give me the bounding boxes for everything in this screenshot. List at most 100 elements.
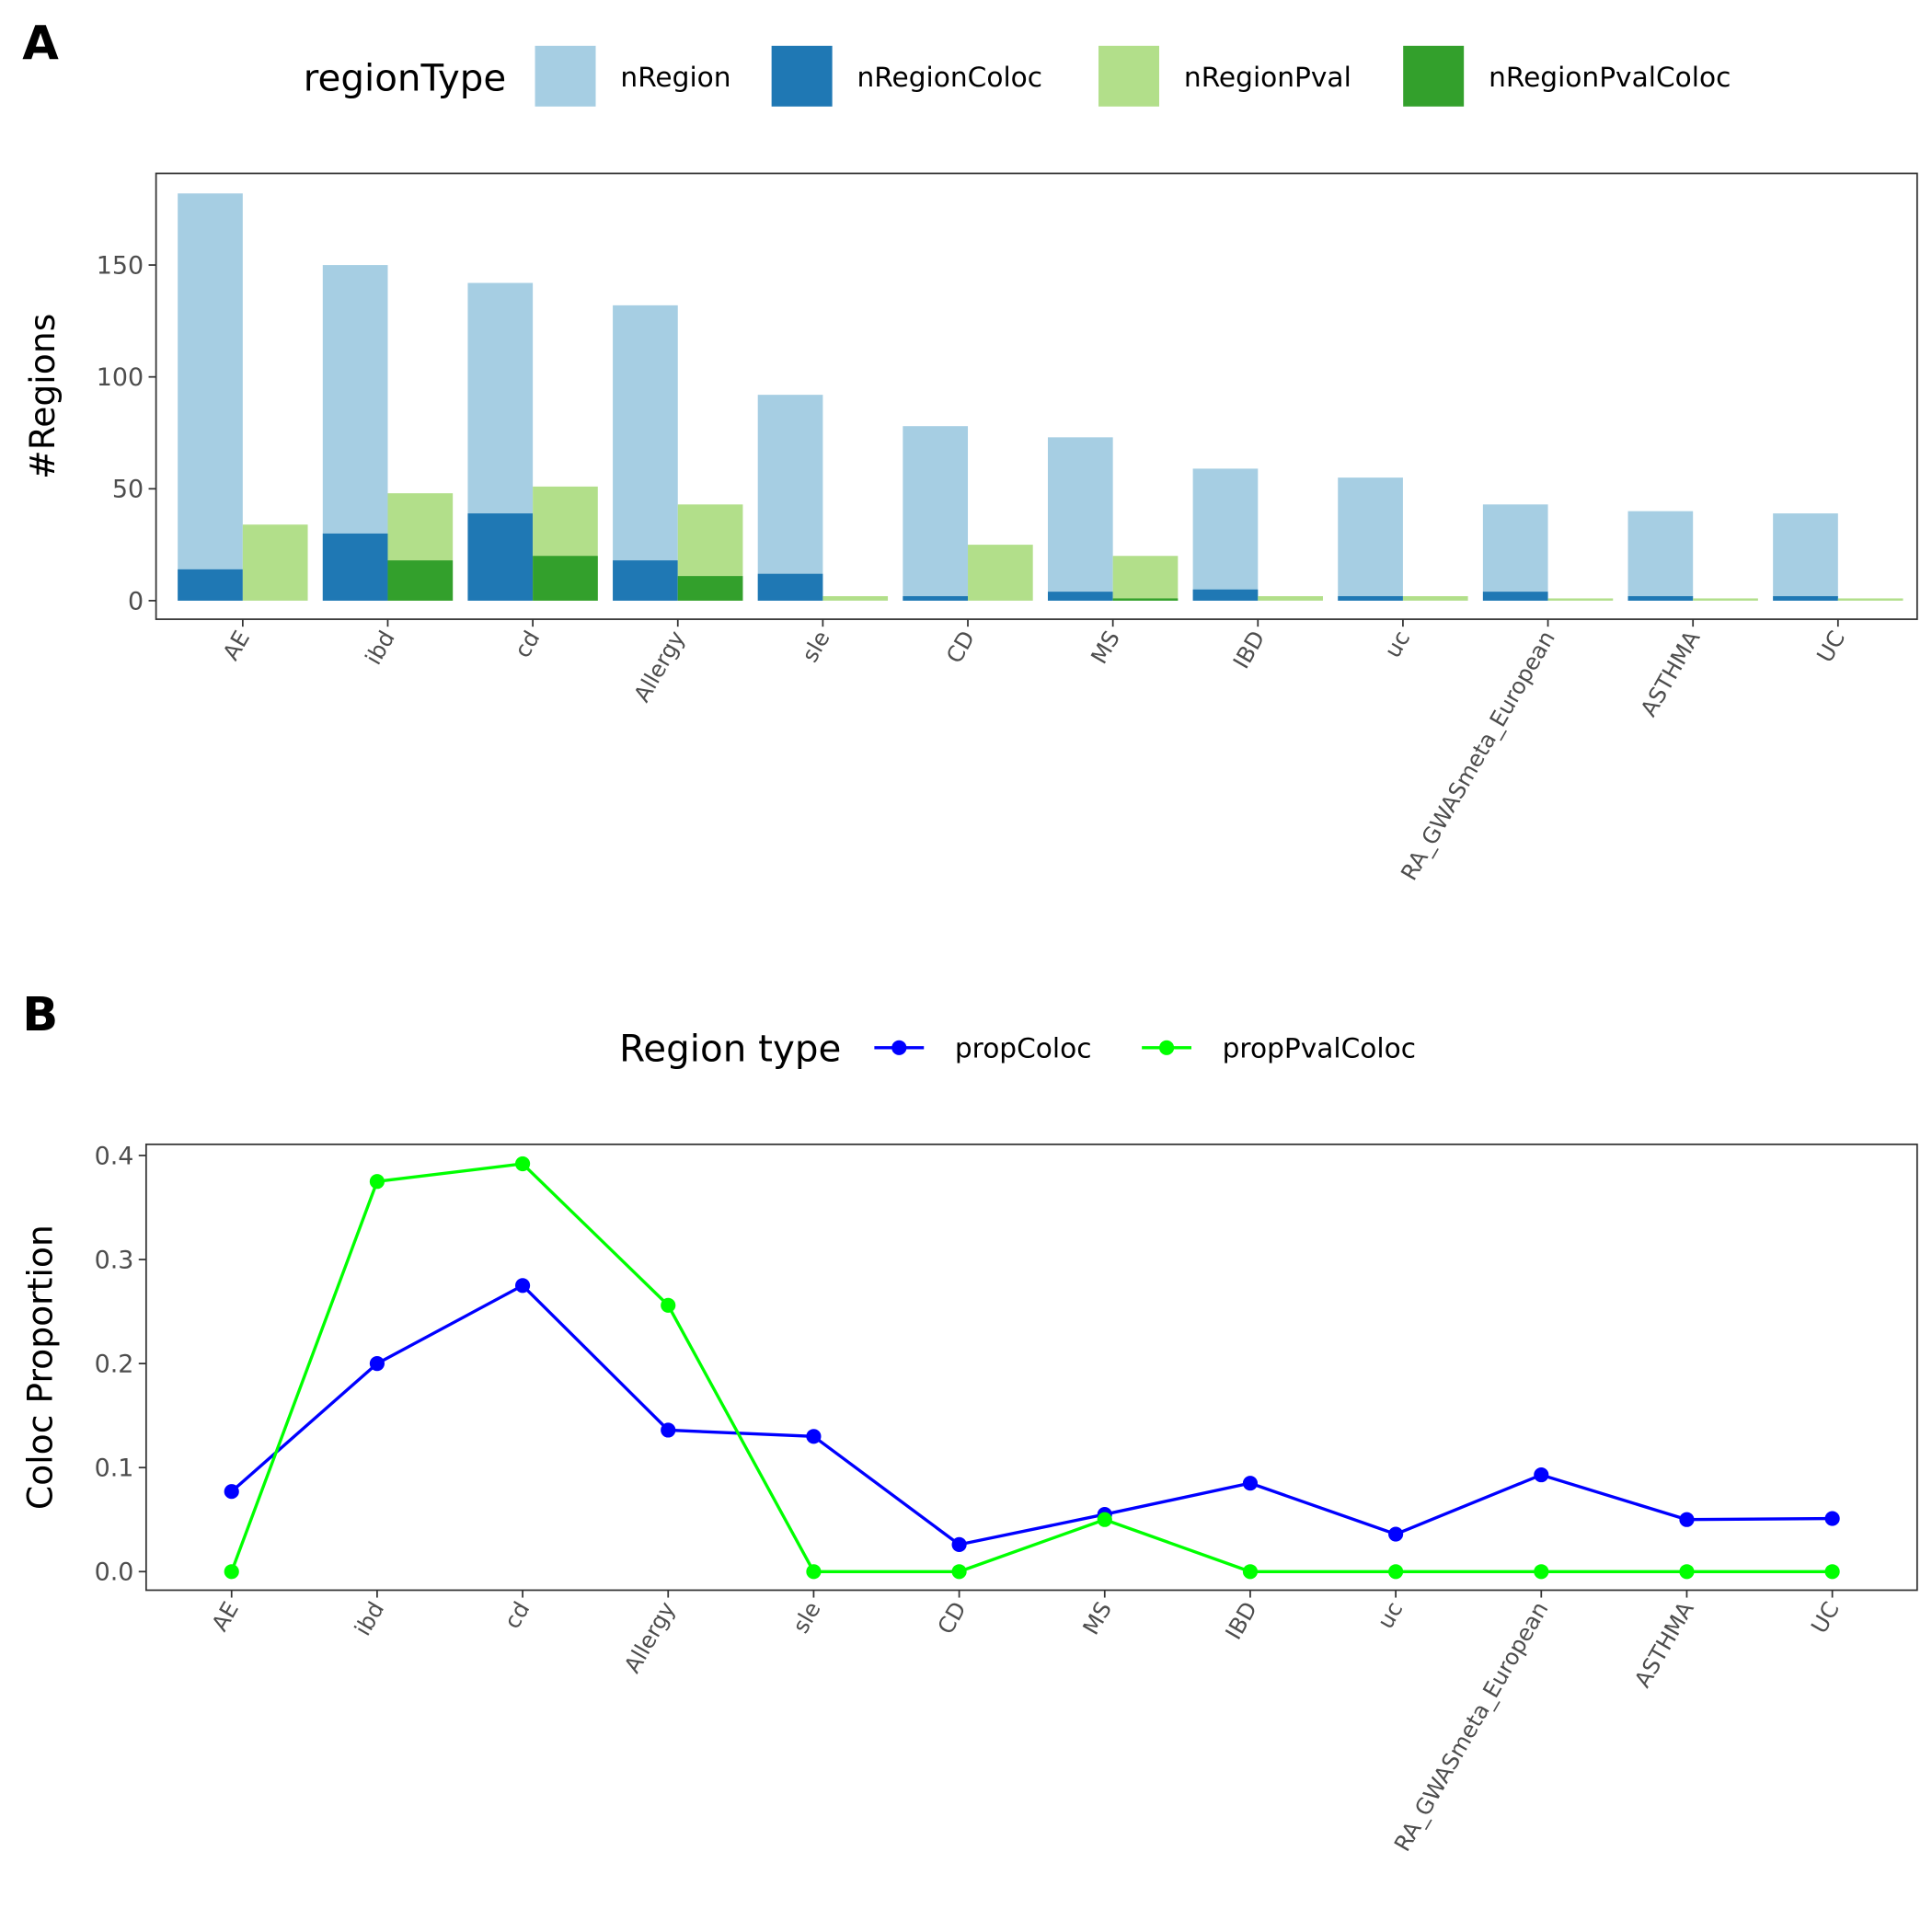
bar-nRegion-IBD xyxy=(1192,468,1259,601)
bar-nRegionColoc-ASTHMA xyxy=(1627,596,1694,601)
bar-nRegionPval-UC xyxy=(1837,598,1903,601)
point-propColoc-ibd xyxy=(369,1356,385,1372)
bar-nRegionColoc-MS xyxy=(1047,592,1113,601)
point-propPvalColoc-ibd xyxy=(369,1174,385,1190)
bar-nRegionPvalColoc-cd xyxy=(533,556,598,601)
bar-nRegionPvalColoc-Allergy xyxy=(677,576,743,601)
bar-nRegion-uc xyxy=(1338,477,1403,601)
y-axis-title: Coloc Proportion xyxy=(20,1225,61,1510)
y-tick-label: 0.1 xyxy=(95,1455,134,1483)
legend-key-point-propPvalColoc xyxy=(1159,1040,1175,1055)
bar-nRegionColoc-AE xyxy=(178,569,243,601)
bar-nRegion-sle xyxy=(757,395,823,601)
point-propPvalColoc-uc xyxy=(1388,1564,1404,1580)
bar-nRegionColoc-ibd xyxy=(322,533,388,601)
x-tick-label: ASTHMA xyxy=(1636,627,1706,721)
point-propPvalColoc-CD xyxy=(951,1564,967,1580)
bar-nRegionPval-MS xyxy=(1112,556,1179,601)
x-tick-label: IBD xyxy=(1221,1597,1262,1644)
y-tick-label: 0 xyxy=(128,587,144,615)
bar-nRegionPval-CD xyxy=(968,545,1033,601)
point-propColoc-sle xyxy=(806,1429,822,1444)
point-propColoc-IBD xyxy=(1242,1476,1259,1491)
x-tick-label: uc xyxy=(1380,627,1416,662)
point-propColoc-CD xyxy=(951,1536,967,1552)
point-propPvalColoc-RA_GWASmeta_European xyxy=(1534,1564,1549,1580)
x-tick-label: CD xyxy=(933,1597,972,1639)
x-tick-label: sle xyxy=(797,627,834,667)
legend-key-point-propColoc xyxy=(891,1040,907,1055)
x-tick-label: Allergy xyxy=(619,1597,680,1677)
legend-key-nRegionPval xyxy=(1098,45,1159,107)
panel-a-tag: A xyxy=(22,17,59,72)
bar-nRegionColoc-CD xyxy=(903,596,969,601)
x-tick-label: UC xyxy=(1806,1597,1845,1638)
panel-b-tag: B xyxy=(22,988,58,1042)
point-propColoc-cd xyxy=(515,1278,531,1294)
legend-label: propPvalColoc xyxy=(1223,1033,1416,1064)
point-propColoc-uc xyxy=(1388,1526,1404,1542)
y-tick-label: 0.0 xyxy=(95,1558,134,1587)
bar-nRegionColoc-IBD xyxy=(1192,589,1259,601)
y-axis-title: #Regions xyxy=(22,314,63,479)
legend-key-nRegionColoc xyxy=(771,45,833,107)
x-tick-label: ibd xyxy=(350,1597,389,1639)
x-tick-label: MS xyxy=(1087,627,1125,668)
point-propPvalColoc-AE xyxy=(224,1564,239,1580)
legend-label: nRegionPval xyxy=(1184,62,1351,93)
y-tick-label: 50 xyxy=(112,476,144,504)
legend-title: regionType xyxy=(304,56,506,99)
bar-nRegionColoc-Allergy xyxy=(613,560,678,601)
legend-label: nRegion xyxy=(620,62,730,93)
line-propColoc xyxy=(230,1283,1833,1547)
point-propColoc-Allergy xyxy=(661,1422,676,1438)
bar-nRegionColoc-UC xyxy=(1773,596,1838,601)
bar-nRegionPval-AE xyxy=(242,524,308,601)
x-tick-label: cd xyxy=(500,1597,535,1633)
panel-b: AE ibd cd Allergy sle CD MS IBD ucRA_GWASmeta_Eu… xyxy=(20,1028,1918,1856)
y-tick-label: 100 xyxy=(97,363,144,392)
bar-nRegionPval-IBD xyxy=(1258,596,1323,601)
legend-key-nRegionPvalColoc xyxy=(1403,45,1465,107)
bar-nRegion-Allergy xyxy=(613,305,678,601)
legend-label: nRegionPvalColoc xyxy=(1489,62,1731,93)
point-propPvalColoc-cd xyxy=(515,1156,531,1172)
legend-title: Region type xyxy=(619,1028,841,1071)
x-tick-label: ibd xyxy=(361,627,400,669)
point-propPvalColoc-sle xyxy=(806,1564,822,1580)
panel-a: AE ibd cd Allergy sle CD MS IBD ucRA_GWASmeta_Eu… xyxy=(22,45,1918,885)
x-tick-label: RA_GWASmeta_European xyxy=(1397,627,1560,885)
y-tick-label: 150 xyxy=(97,252,144,281)
point-propPvalColoc-MS xyxy=(1097,1512,1112,1527)
plot-panel xyxy=(144,1143,1918,1592)
bar-nRegion-CD xyxy=(903,426,969,601)
legend-key-nRegion xyxy=(535,45,596,107)
bar-nRegionPval-sle xyxy=(822,596,889,601)
point-propColoc-RA_GWASmeta_European xyxy=(1534,1467,1549,1483)
x-tick-label: RA_GWASmeta_European xyxy=(1389,1597,1553,1856)
x-tick-label: CD xyxy=(941,627,980,668)
bar-nRegionPvalColoc-ibd xyxy=(387,560,454,601)
legend-label: nRegionColoc xyxy=(857,62,1043,93)
x-tick-label: AE xyxy=(207,1597,244,1636)
bar-nRegionPval-RA_GWASmeta_European xyxy=(1547,598,1614,601)
bar-nRegionPval-uc xyxy=(1402,596,1468,601)
point-propPvalColoc-Allergy xyxy=(661,1297,676,1313)
bar-nRegionColoc-uc xyxy=(1338,596,1403,601)
bar-nRegion-AE xyxy=(178,193,243,601)
x-tick-label: uc xyxy=(1373,1597,1409,1633)
point-propColoc-UC xyxy=(1824,1511,1840,1526)
bar-nRegion-UC xyxy=(1773,513,1838,601)
bar-nRegion-RA_GWASmeta_European xyxy=(1482,504,1548,601)
x-tick-label: UC xyxy=(1812,627,1851,667)
x-tick-label: Allergy xyxy=(629,627,690,707)
x-tick-label: AE xyxy=(218,627,255,665)
x-tick-label: IBD xyxy=(1228,627,1270,673)
y-tick-label: 0.3 xyxy=(95,1246,134,1274)
point-propPvalColoc-ASTHMA xyxy=(1679,1564,1695,1580)
bar-nRegionColoc-cd xyxy=(467,513,534,601)
bar-nRegionPval-ASTHMA xyxy=(1693,598,1758,601)
bar-nRegion-MS xyxy=(1047,437,1113,601)
y-tick-label: 0.2 xyxy=(95,1351,134,1379)
